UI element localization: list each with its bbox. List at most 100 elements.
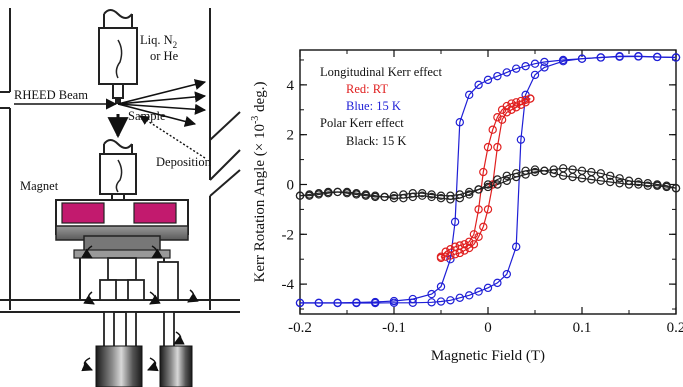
- data-point: [493, 142, 502, 152]
- data-point: [441, 252, 450, 261]
- data-point: [671, 53, 681, 62]
- data-point: [333, 298, 342, 308]
- data-point: [493, 175, 502, 184]
- data-point: [502, 269, 511, 279]
- data-point: [474, 287, 483, 296]
- data-point: [540, 63, 549, 72]
- data-point: [634, 180, 643, 189]
- data-point: [568, 165, 577, 174]
- data-point: [530, 59, 540, 68]
- data-point: [380, 192, 389, 202]
- x-tick-labels: -0.2 -0.1 0 0.1 0.2: [288, 320, 683, 336]
- data-point: [455, 190, 464, 199]
- data-point: [465, 190, 474, 199]
- y-tick-label: 2: [287, 128, 295, 144]
- magnet-assembly: [55, 199, 189, 300]
- data-point: [479, 167, 488, 177]
- legend-blue: Blue: 15 K: [346, 99, 401, 113]
- data-point: [653, 52, 662, 62]
- data-point: [577, 54, 587, 63]
- data-point: [446, 195, 455, 204]
- data-point: [483, 142, 493, 152]
- data-point: [488, 125, 497, 134]
- data-point: [512, 172, 521, 182]
- data-point: [493, 180, 502, 189]
- data-point: [469, 230, 479, 239]
- data-point: [512, 103, 521, 112]
- y-tick-label: -2: [282, 227, 295, 243]
- data-point: [483, 205, 493, 214]
- data-point: [512, 64, 521, 73]
- x-tick-label: 0.1: [573, 320, 592, 336]
- data-point: [624, 176, 634, 185]
- data-point: [408, 294, 417, 304]
- data-point: [606, 171, 615, 180]
- data-point: [624, 180, 634, 189]
- data-point: [521, 98, 530, 107]
- y-tick-label: -4: [282, 277, 295, 293]
- data-point: [502, 176, 511, 185]
- feedthrough-shafts: [99, 257, 179, 349]
- data-point: [549, 169, 559, 178]
- data-point: [389, 191, 399, 200]
- data-point: [521, 95, 530, 105]
- data-point: [512, 242, 521, 251]
- data-point: [446, 255, 455, 264]
- data-point: [493, 278, 502, 288]
- upper-cryostat: [98, 9, 138, 104]
- lower-cryostat: [99, 139, 137, 209]
- data-point: [465, 291, 474, 300]
- data-point: [526, 94, 535, 103]
- sample-label: Sample: [128, 109, 166, 123]
- data-point: [361, 191, 370, 200]
- data-point: [427, 190, 436, 199]
- data-point: [399, 193, 408, 203]
- data-point: [474, 80, 483, 90]
- data-point: [352, 298, 361, 308]
- data-point: [493, 113, 502, 122]
- data-point: [615, 174, 624, 183]
- data-point: [512, 98, 521, 107]
- legend-title-polar: Polar Kerr effect: [320, 116, 404, 130]
- data-point: [446, 191, 455, 200]
- data-point: [333, 187, 342, 197]
- data-point: [436, 253, 446, 263]
- data-point: [521, 170, 530, 179]
- data-point: [516, 96, 526, 106]
- data-point: [418, 191, 427, 200]
- data-point: [408, 189, 417, 198]
- data-point: [483, 283, 493, 293]
- legend-red: Red: RT: [346, 82, 388, 96]
- deposition-label: Deposition: [156, 155, 212, 169]
- chamber-wall: [0, 8, 240, 313]
- data-point: [521, 61, 530, 71]
- or-he-label: or He: [150, 49, 179, 63]
- apparatus-schematic: Liq. N2 or He RHEED Beam Sample Depositi…: [0, 8, 241, 387]
- data-point: [408, 298, 417, 307]
- data-point: [479, 222, 488, 232]
- y-axis-label: Kerr Rotation Angle (× 10-3 deg.): [250, 82, 268, 283]
- rotation-arrows: [81, 289, 199, 372]
- data-point: [314, 298, 323, 308]
- data-point: [436, 191, 446, 200]
- data-point: [507, 105, 516, 114]
- data-point: [559, 164, 568, 173]
- data-point: [455, 193, 464, 203]
- data-point: [342, 189, 352, 198]
- deposition-arrow: [139, 115, 206, 159]
- data-point: [324, 187, 333, 197]
- data-point: [643, 179, 653, 188]
- data-point: [474, 185, 483, 194]
- motor-right: [159, 345, 193, 387]
- data-point: [540, 57, 549, 67]
- data-point: [455, 118, 464, 127]
- data-point: [493, 71, 502, 81]
- data-point: [634, 52, 643, 61]
- data-point: [530, 70, 540, 80]
- data-point: [483, 182, 493, 192]
- data-point: [314, 189, 323, 198]
- data-point: [455, 248, 464, 258]
- rheed-beam: [14, 79, 207, 127]
- legend-title-longitudinal: Longitudinal Kerr effect: [320, 65, 442, 79]
